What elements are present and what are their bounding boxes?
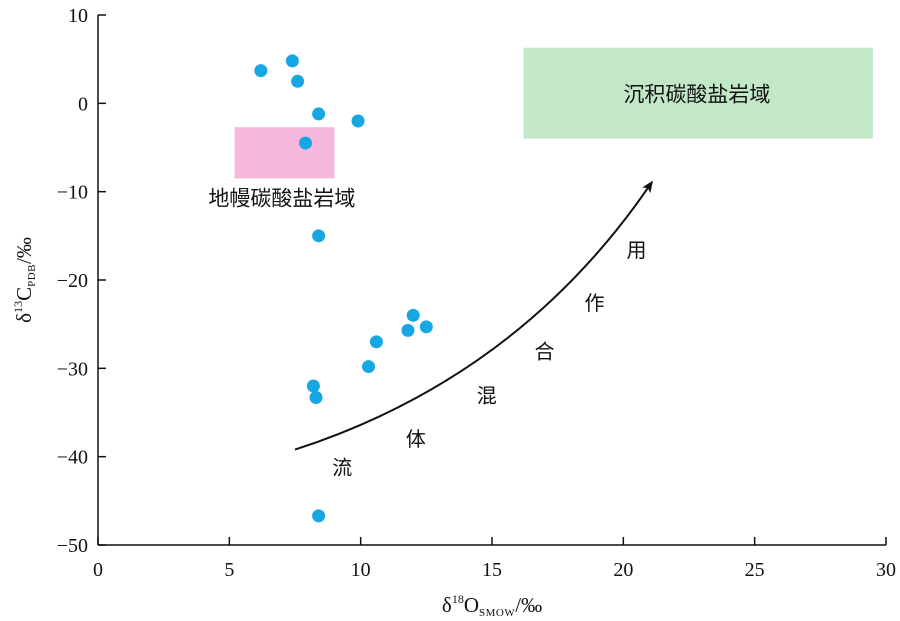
y-tick-label: −50	[57, 535, 88, 557]
x-tick-label: 5	[224, 559, 234, 581]
x-ticks: 0 5 10 15 20 25 30	[93, 537, 896, 581]
data-point	[309, 390, 323, 404]
data-point	[419, 320, 433, 334]
region-0-label: 地幔碳酸盐岩域	[208, 187, 355, 211]
region-layer	[234, 47, 873, 179]
x-axis-title: δ18OSMOW/‰	[442, 592, 542, 619]
data-point	[254, 64, 268, 78]
region-0-box	[234, 127, 335, 179]
data-point	[312, 509, 326, 523]
region-1-label: 沉积碳酸盐岩域	[623, 83, 770, 107]
mixing-trend-char: 体	[406, 427, 426, 451]
mixing-trend-char: 混	[477, 384, 497, 408]
x-tick-label: 15	[482, 559, 502, 581]
data-points	[254, 54, 433, 523]
data-point	[312, 229, 326, 243]
mixing-trend-char: 流	[332, 455, 352, 479]
data-point	[401, 323, 415, 337]
region-labels: 地幔碳酸盐岩域 沉积碳酸盐岩域	[208, 83, 770, 211]
y-tick-label: 0	[78, 93, 88, 115]
y-tick-label: −40	[57, 447, 88, 469]
mixing-trend-char: 作	[584, 291, 604, 315]
data-point	[406, 308, 420, 322]
mixing-trend-arrow	[294, 180, 653, 451]
x-tick-label: 10	[351, 559, 371, 581]
y-tick-label: −30	[57, 358, 88, 380]
mixing-trend-char: 用	[626, 238, 646, 262]
y-tick-label: 10	[68, 5, 88, 27]
data-point	[291, 74, 305, 88]
x-tick-label: 20	[613, 559, 633, 581]
y-tick-label: −10	[57, 182, 88, 204]
data-point	[369, 335, 383, 349]
y-tick-label: −20	[57, 270, 88, 292]
y-ticks: 10 0 −10 −20 −30 −40 −50	[57, 5, 106, 557]
x-tick-label: 30	[876, 559, 896, 581]
mixing-trend-labels: 流 体 混 合 作 用	[332, 238, 646, 479]
y-axis-title: δ13CPDB/‰	[11, 237, 38, 323]
x-tick-label: 0	[93, 559, 103, 581]
data-point	[312, 107, 326, 121]
data-point	[299, 136, 313, 150]
x-tick-label: 25	[745, 559, 765, 581]
data-point	[306, 379, 320, 393]
data-point	[285, 54, 299, 68]
data-point	[362, 360, 376, 374]
region-1-box	[523, 47, 873, 139]
mixing-trend-char: 合	[535, 340, 555, 364]
data-point	[351, 114, 365, 128]
